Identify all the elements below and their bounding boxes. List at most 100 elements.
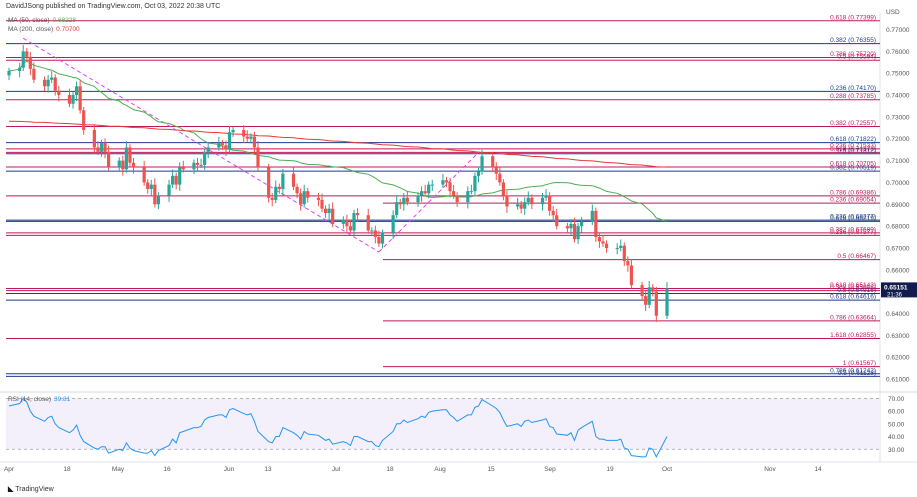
candle-body: [224, 145, 228, 150]
candle-body: [106, 151, 111, 168]
tradingview-logo[interactable]: ◣ TradingView: [8, 485, 54, 493]
fib-level-label: 0.618 (0.71822): [830, 136, 876, 143]
fib-level-label: 0.382 (0.72557): [830, 120, 876, 127]
candle-body: [380, 232, 385, 244]
fib-level-label: 1.618 (0.62855): [830, 332, 876, 339]
candle-body: [494, 167, 498, 174]
candle-body: [345, 219, 349, 227]
candle-body: [82, 110, 86, 130]
price-tick-label: 0.67000: [886, 245, 910, 252]
candle-body: [53, 77, 57, 91]
candle-body: [231, 129, 235, 133]
price-tick-label: 0.61000: [886, 377, 910, 384]
candle-body: [654, 291, 658, 316]
legend-rsi-label: RSI (14, close): [8, 396, 51, 403]
candle-body: [619, 245, 623, 248]
candle-body: [615, 247, 619, 249]
candle-body: [444, 180, 449, 183]
candle-body: [501, 182, 505, 196]
candle-body: [523, 202, 527, 209]
candle-body: [395, 202, 399, 216]
time-tick-label: Nov: [764, 466, 776, 473]
legend-ma50-value: 0.68228: [52, 17, 77, 24]
candle-body: [267, 167, 271, 198]
candle-body: [419, 191, 424, 196]
fib-level-label: 0.5 (0.61123): [838, 370, 876, 377]
candle-body: [316, 197, 321, 200]
candle-body: [551, 210, 555, 216]
axes: USD 0.77000 0.76000 0.75000 0.74000 0.73000 0.…: [4, 9, 917, 473]
tradingview-brand-text: TradingView: [15, 486, 54, 493]
candle-body: [622, 245, 626, 262]
candle-body: [28, 56, 32, 69]
legend-ma50[interactable]: MA (50, close) 0.68228: [8, 17, 76, 24]
price-tick-label: 0.64000: [886, 311, 910, 318]
fib-level-label: 0.236 (0.67577): [830, 229, 876, 236]
countdown-label: 21:36: [887, 292, 903, 298]
candle-body: [181, 167, 185, 170]
legend-rsi[interactable]: RSI (14, close) 39.81: [8, 396, 70, 403]
price-tick-label: 0.75000: [886, 71, 910, 78]
candle-body: [331, 208, 335, 224]
candle-body: [651, 287, 655, 292]
candle-body: [171, 175, 175, 185]
candle-body: [121, 160, 125, 170]
candle-body: [555, 215, 559, 227]
candle-body: [469, 191, 473, 193]
candle-body: [142, 167, 146, 183]
candle-body: [291, 173, 296, 187]
candle-body: [32, 68, 36, 80]
fib-level-label: 0.382 (0.70519): [830, 165, 876, 172]
time-tick-label: Oct: [662, 466, 672, 473]
fib-level-label: 0.288 (0.73785): [830, 93, 876, 100]
ma50-line: [8, 60, 668, 222]
time-tick-label: 18: [63, 466, 71, 473]
price-tick-label: 0.63000: [886, 333, 910, 340]
candlesticks: [7, 44, 669, 323]
candle-body: [71, 95, 75, 104]
candle-body: [427, 184, 431, 194]
time-tick-label: Jul: [332, 466, 341, 473]
candle-body: [519, 204, 523, 209]
price-tick-label: 0.77000: [886, 27, 910, 34]
candle-body: [647, 287, 651, 305]
candle-body: [42, 79, 47, 87]
candle-body: [341, 219, 345, 224]
price-tick-label: 0.66000: [886, 267, 910, 274]
legend-rsi-value: 39.81: [54, 396, 71, 403]
candle-body: [423, 191, 427, 194]
candle-body: [626, 261, 630, 266]
candle-body: [597, 237, 602, 242]
candle-body: [594, 210, 598, 238]
candle-body: [416, 195, 420, 203]
fib-level-label: 0.382 (0.76355): [830, 37, 876, 44]
candle-body: [270, 197, 274, 200]
candle-body: [377, 237, 381, 244]
legend-ma200[interactable]: MA (200, close) 0.70700: [8, 26, 80, 33]
price-tick-label: 0.69000: [886, 202, 910, 209]
candle-body: [156, 195, 160, 205]
rsi-line: [8, 397, 668, 459]
candle-body: [274, 186, 278, 200]
legend-ma50-label: MA (50, close): [8, 17, 50, 24]
fibonacci-levels: 0.618 (0.77399) 0.382 (0.76355) 0.786 (0.7…: [6, 14, 880, 377]
fib-level-label: 0.618 (0.64616): [830, 294, 876, 301]
candle-body: [7, 70, 11, 76]
rsi-tick-label: 70.00: [888, 396, 905, 403]
candle-body: [299, 193, 303, 205]
time-tick-label: 15: [487, 466, 495, 473]
trendline: [22, 37, 380, 253]
candle-body: [25, 51, 29, 57]
candle-body: [352, 213, 356, 231]
candle-body: [67, 95, 72, 104]
candle-body: [281, 173, 285, 189]
candle-body: [320, 199, 324, 209]
time-tick-label: 19: [606, 466, 614, 473]
fib-level-label: 1 (0.61567): [843, 360, 876, 367]
candle-body: [476, 171, 481, 176]
fib-level-label: 0.618 (0.65143): [830, 282, 876, 289]
rsi-band: [6, 398, 880, 450]
candle-body: [302, 191, 306, 205]
fib-level-label: 0.618 (0.77399): [830, 14, 876, 21]
candle-body: [580, 221, 584, 227]
